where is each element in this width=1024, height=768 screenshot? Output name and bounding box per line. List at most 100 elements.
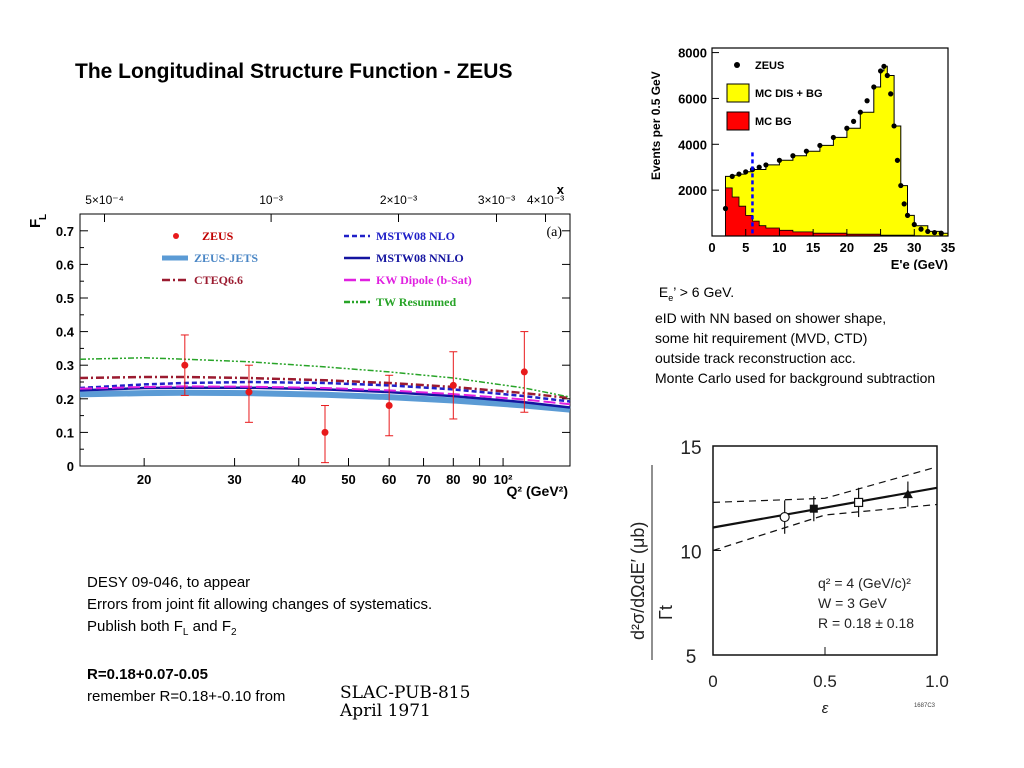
x-tick-label: 10²: [494, 472, 513, 487]
zeus-data-point: [844, 125, 850, 131]
x-tick-label: 80: [446, 472, 460, 487]
y-tick-label: 0.1: [56, 425, 74, 440]
zeus-data-point: [925, 228, 931, 235]
fit-line: [712, 486, 938, 529]
zeus-point: [520, 368, 528, 376]
zeus-data-point: [911, 221, 917, 228]
zeus-data-point: [851, 118, 857, 124]
zeus-data-point: [817, 142, 823, 149]
desy-ref: DESY 09-046, to appear: [87, 574, 251, 591]
top-tick-label: 4×10⁻³: [527, 193, 564, 207]
y-tick-label: 0.2: [56, 392, 74, 407]
zeus-data-point: [729, 173, 735, 179]
zeus-point: [449, 381, 457, 389]
zeus-data-point: [884, 72, 890, 79]
desy-errors: Errors from joint fit allowing changes o…: [87, 596, 433, 613]
y-axis-label-sub: L: [38, 214, 49, 220]
legend-label: MSTW08 NLO: [376, 229, 455, 243]
zeus-data-point: [877, 68, 884, 74]
y-tick-label: 5: [686, 647, 697, 668]
legend-label: KW Dipole (b-Sat): [376, 273, 472, 287]
zeus-data-point: [864, 98, 870, 104]
zeus-data-point: [790, 153, 796, 159]
zeus-data-point: [736, 171, 742, 177]
zeus-data-point: [931, 229, 938, 236]
zeus-data-point: [743, 169, 749, 175]
x-axis-label: E'e (GeV): [891, 257, 948, 270]
legend-label: MC DIS + BG: [755, 88, 823, 100]
y-tick-label: 0.6: [56, 257, 74, 272]
x-tick-label: 70: [416, 472, 430, 487]
figure-id: 1687C3: [914, 703, 936, 709]
zeus-data-point: [857, 109, 863, 115]
zeus-point: [245, 388, 253, 396]
result-value: R=0.18+0.07-0.05: [87, 666, 208, 683]
zeus-data-point: [763, 162, 769, 168]
x-tick-label: 15: [806, 240, 820, 255]
top-tick-label: 3×10⁻³: [478, 193, 515, 207]
zeus-data-point: [894, 157, 901, 163]
fl-chart: 0.7 0.6 0.5 0.4 0.3 0.2 0.1 0 20 30 40 50 60 70 80 90 10…: [27, 182, 571, 499]
zeus-data-point: [756, 164, 762, 170]
top-tick-label: 10⁻³: [259, 193, 283, 207]
annotation-line: q² = 4 (GeV/c)²: [818, 575, 911, 591]
point-filled-triangle: [902, 489, 913, 499]
legend-label: MC BG: [755, 116, 792, 128]
legend-label: ZEUS: [202, 229, 234, 243]
mc-bg-histogram: [725, 187, 922, 237]
y-axis-label-denominator: Γt: [656, 605, 676, 620]
curve-cteq6-6: [79, 375, 571, 400]
slac-chart: 15 10 50 0.5 1.0 ε 1687C3 d²σ/dΩdE′ (μb) Γt q² = …: [628, 438, 949, 715]
point-open-square: [854, 497, 864, 508]
point-filled-square: [809, 504, 818, 513]
top-tick-label: 5×10⁻⁴: [85, 193, 124, 207]
x-tick-label: 50: [341, 472, 355, 487]
zeus-data-point: [891, 123, 897, 129]
desy-publish: Publish both FL and F2: [87, 618, 237, 638]
top-axis-label: x: [557, 182, 565, 197]
y-axis-label: d²σ/dΩdE′ (μb): [628, 522, 648, 640]
zeus-point: [385, 402, 393, 410]
legend-label: ZEUS: [755, 60, 784, 72]
plot-frame: [711, 47, 949, 237]
curve-mstw08-nnlo: [79, 386, 571, 409]
curve-tw-resummed: [79, 357, 571, 398]
note-line: Monte Carlo used for background subtract…: [655, 369, 936, 386]
x-tick-label: 25: [873, 240, 887, 255]
legend-swatch-dis: [726, 83, 750, 103]
y-tick-label: 0.3: [56, 358, 74, 373]
x-tick-label: 60: [382, 472, 396, 487]
x-tick-label: 0.5: [813, 672, 837, 691]
zeus-data-point: [898, 182, 904, 189]
top-tick-label: 2×10⁻³: [380, 193, 417, 207]
x-tick-label: 10: [772, 240, 786, 255]
annotation-line: W = 3 GeV: [818, 595, 888, 611]
zeus-data-point: [918, 226, 924, 232]
zeus-data-point: [722, 205, 729, 212]
curve-kw-dipole-b-sat-: [79, 385, 571, 406]
slac-stamp: SLAC-PUB-815 April 1971: [340, 684, 470, 720]
legend-label: ZEUS-JETS: [194, 251, 258, 265]
desy-notes: DESY 09-046, to appear Errors from joint…: [87, 572, 432, 708]
curve-zeus-jets: [79, 389, 571, 413]
y-tick-label: 0: [67, 459, 74, 474]
legend-label: CTEQ6.6: [194, 273, 243, 287]
x-tick-label: 1.0: [925, 672, 949, 691]
x-tick-label: 0: [708, 672, 717, 691]
x-tick-label: 30: [227, 472, 241, 487]
zeus-data-point: [904, 212, 911, 218]
x-axis-label: ε: [822, 700, 829, 715]
zeus-point: [181, 361, 189, 369]
note-text: ’ > 6 GeV.: [673, 284, 735, 300]
x-tick-label: 30: [907, 240, 921, 255]
y-tick-label: 2000: [678, 183, 707, 198]
x-tick-label: 90: [472, 472, 486, 487]
x-tick-label: 20: [840, 240, 854, 255]
y-tick-label: 6000: [678, 91, 707, 106]
y-tick-label: 8000: [678, 46, 707, 61]
y-axis-label: F: [27, 219, 44, 228]
x-tick-label: 35: [941, 240, 955, 255]
slide-title: The Longitudinal Structure Function - ZE…: [75, 60, 513, 83]
y-tick-label: 4000: [678, 137, 707, 152]
zeus-data-point: [901, 201, 907, 207]
